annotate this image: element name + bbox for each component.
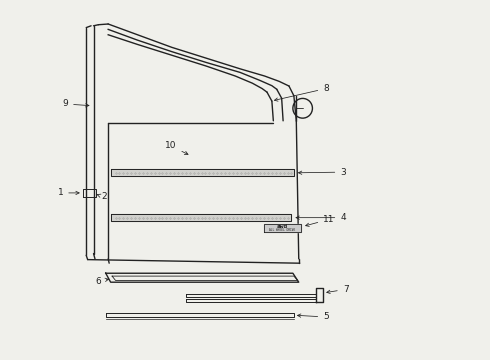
Polygon shape [111, 169, 294, 176]
Text: 11: 11 [306, 215, 335, 226]
Polygon shape [264, 224, 301, 232]
Text: 5: 5 [297, 312, 329, 321]
Text: 3: 3 [298, 168, 346, 177]
Text: 6: 6 [95, 276, 108, 285]
Text: 9: 9 [62, 99, 89, 108]
Text: 1: 1 [57, 188, 79, 197]
Text: awd: awd [277, 224, 288, 229]
Text: 2: 2 [98, 192, 106, 201]
Text: ALL WHEEL DRIVE: ALL WHEEL DRIVE [269, 228, 295, 232]
Text: 10: 10 [165, 141, 188, 154]
Polygon shape [111, 214, 292, 221]
Text: 8: 8 [274, 84, 329, 101]
Text: 7: 7 [327, 285, 348, 294]
Text: 4: 4 [296, 213, 346, 222]
